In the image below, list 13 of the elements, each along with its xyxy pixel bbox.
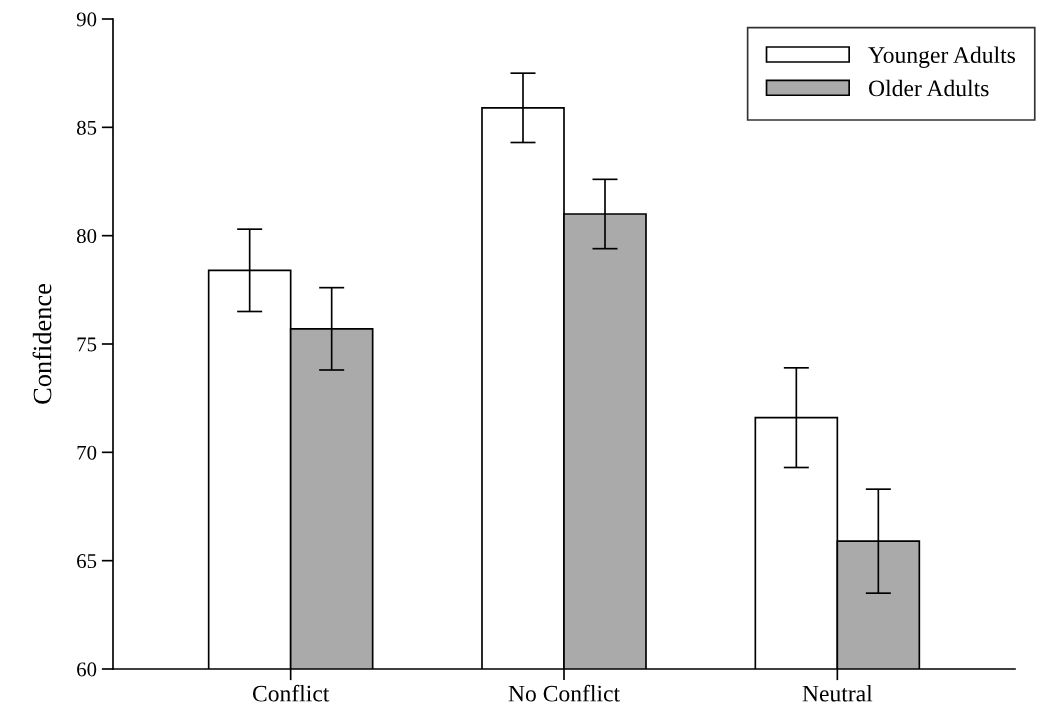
x-tick-label: No Conflict xyxy=(508,684,620,702)
y-tick-label: 60 xyxy=(77,662,97,677)
y-axis-title: Confidence xyxy=(32,284,52,404)
y-tick-label: 90 xyxy=(76,12,97,27)
x-tick-label: Conflict xyxy=(252,684,330,702)
legend-label: Older Adults xyxy=(869,79,989,97)
y-tick-label: 85 xyxy=(76,120,97,135)
y-tick-label: 65 xyxy=(77,554,97,569)
y-tick-label: 70 xyxy=(77,445,97,460)
y-tick-label: 80 xyxy=(76,229,97,244)
x-tick-label: Neutral xyxy=(802,684,873,702)
y-tick-label: 75 xyxy=(77,337,97,352)
legend-label: Younger Adults xyxy=(868,46,1016,68)
